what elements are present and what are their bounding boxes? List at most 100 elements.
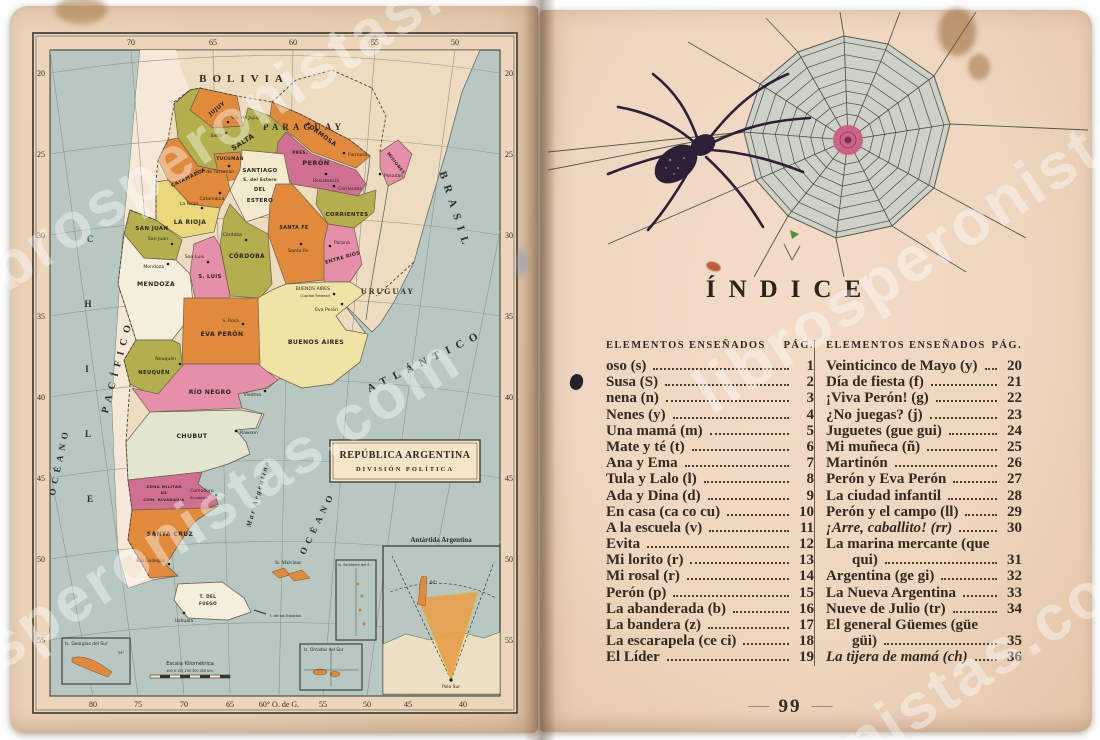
city-label: Comodoro <box>190 488 214 494</box>
dot-leader <box>673 594 789 597</box>
index-entry-label: La abanderada (b) <box>606 600 727 617</box>
index-row: El general Güemes (güe <box>826 617 1022 633</box>
index-entry-page: 17 <box>799 617 814 633</box>
province-label: SANTA FE <box>279 225 308 231</box>
index-row: ¡Arre, caballito! (rr) 30 <box>826 520 1022 536</box>
index-row: oso (s) 1 <box>606 358 814 374</box>
province-label: SAN JUAN <box>135 226 168 232</box>
georgias-inset: Is. Georgias del Sur 54° <box>61 637 131 685</box>
index-entry-page: 31 <box>1007 552 1022 569</box>
city-marker <box>167 562 171 566</box>
geo-label: PARAGUAY <box>263 122 345 132</box>
index-entry-label: Día de fiesta (f) <box>826 374 924 391</box>
left-page: JUJUY SALTA FORMOSA PRES. PERÓN MISIONES CORRI… <box>10 6 538 733</box>
dot-leader <box>686 578 789 581</box>
province-formosa <box>269 101 371 169</box>
city-label: Posadas <box>384 173 403 179</box>
index-entry-page: 4 <box>806 406 815 423</box>
index-entry-page: 22 <box>1007 390 1022 407</box>
longitude-label: 60° O. de G. <box>259 700 299 709</box>
dot-leader <box>948 432 997 435</box>
latitude-label: 30 <box>505 231 513 240</box>
index-row: La tijera de mamá (ch) 36 <box>826 649 1022 665</box>
province-label: S. del Estero <box>243 177 277 182</box>
dot-leader <box>894 465 997 468</box>
city-label: Neuquén <box>155 355 176 362</box>
latitude-label: 45 <box>37 474 45 483</box>
city-label: Catamarca <box>199 196 224 202</box>
index-row: nena (n) 3 <box>606 390 814 406</box>
dot-leader <box>690 562 789 565</box>
province-label: CORRIENTES <box>325 212 368 218</box>
index-row: Argentina (ge gi) 32 <box>826 568 1022 584</box>
province-eva-peron <box>181 297 261 365</box>
latitude-label: 20 <box>37 69 45 78</box>
index-entry-page: 19 <box>799 649 814 666</box>
index-entry-label: Tula y Lalo (l) <box>606 471 697 488</box>
page-number-value: 99 <box>778 696 802 717</box>
index-row: Perón (p) 15 <box>606 585 814 601</box>
dot-leader <box>727 513 789 516</box>
index-entry-page: 35 <box>1007 633 1022 650</box>
antartida-deg-label: 60° <box>430 580 437 585</box>
green-speck <box>790 230 799 239</box>
dot-leader <box>666 659 789 662</box>
index-entry-label: ¡Viva Perón! (g) <box>826 390 929 407</box>
index-entry-label: Juguetes (gue gui) <box>826 422 942 439</box>
dot-leader <box>709 432 789 435</box>
index-entry-page: 16 <box>799 600 814 617</box>
index-row: qui) 31 <box>826 552 1022 568</box>
city-label: Salta <box>210 133 222 139</box>
antartida-label: Antártida Argentina <box>410 536 472 544</box>
city-marker <box>226 120 230 124</box>
city-marker <box>299 242 303 246</box>
city-marker <box>227 164 231 168</box>
city-marker <box>224 131 228 135</box>
province-corrientes <box>315 187 377 229</box>
index-entry-page: 13 <box>799 552 814 569</box>
longitude-label: 45 <box>404 700 412 709</box>
index-entry-page: 2 <box>806 374 815 391</box>
province-label: LA RIOJA <box>174 219 207 226</box>
index-row: ¿No juegas? (j) 23 <box>826 407 1022 423</box>
header-elements-label: ELEMENTOS ENSEÑADOS <box>826 340 986 351</box>
province-tierra-del-fuego <box>173 581 252 621</box>
latitude-label: 55 <box>505 636 513 645</box>
province-label: ESTERO <box>247 198 274 204</box>
polo-sur-label: Polo Sur <box>442 684 460 690</box>
province-label: RÍO NEGRO <box>189 387 232 396</box>
geo-label: H <box>84 299 91 309</box>
latitude-label: 50 <box>505 555 513 564</box>
map-scale: Escala Kilométrica 100 0 100 200 300 400… <box>149 660 231 679</box>
column-header: ELEMENTOS ENSEÑADOS PÁG. <box>606 340 814 351</box>
index-row: La ciudad infantil 28 <box>826 488 1022 504</box>
geo-label: E <box>87 494 93 504</box>
province-label: S. LUIS <box>198 274 221 280</box>
city-marker <box>218 191 222 195</box>
longitude-label: 60 <box>289 38 297 47</box>
longitude-label: 75 <box>134 700 142 709</box>
longitude-label: 55 <box>371 38 379 47</box>
index-row: Veinticinco de Mayo (y) 20 <box>826 358 1022 374</box>
geo-label: L <box>85 429 91 439</box>
index-row: La abanderada (b) 16 <box>606 601 814 617</box>
sandwich-inset: Is. Sandwich del S. <box>335 559 377 641</box>
index-entry-label: Mi rosal (r) <box>606 568 680 585</box>
dot-leader <box>953 481 997 484</box>
graticule <box>50 50 500 696</box>
index-entry-page: 28 <box>1007 487 1022 504</box>
latitude-label: 45 <box>505 474 513 483</box>
index-row: El Líder 19 <box>606 649 814 665</box>
index-row: Mi rosal (r) 14 <box>606 568 814 584</box>
longitude-label: 50 <box>451 38 459 47</box>
index-row: Perón y el campo (ll) 29 <box>826 504 1022 520</box>
map-subtitle: DIVISIÓN POLÍTICA <box>356 465 454 473</box>
georgias-deg-label: 54° <box>118 651 124 655</box>
index-entry-page: 5 <box>806 422 815 439</box>
latitude-label: 25 <box>505 150 513 159</box>
index-entry-label: La bandera (z) <box>606 617 701 633</box>
index-column-left: ELEMENTOS ENSEÑADOS PÁG. oso (s) 1 Susa (S… <box>606 340 814 666</box>
province-label: T. DEL <box>200 594 217 599</box>
dot-leader <box>930 384 997 387</box>
